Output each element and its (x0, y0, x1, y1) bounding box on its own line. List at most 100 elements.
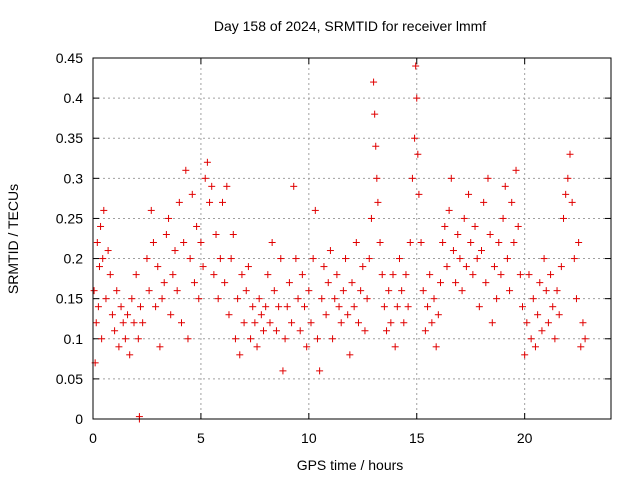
data-point (143, 255, 151, 263)
data-point (221, 279, 229, 287)
data-point (365, 255, 373, 263)
data-point (441, 222, 449, 230)
x-tick-label: 15 (409, 430, 425, 446)
data-point (499, 214, 507, 222)
data-point (480, 198, 488, 206)
data-point (413, 94, 421, 102)
y-axis-label: SRMTID / TECUs (5, 184, 21, 294)
data-point (270, 287, 278, 295)
data-point (490, 263, 498, 271)
data-point (216, 255, 224, 263)
data-point (195, 295, 203, 303)
data-point (240, 319, 248, 327)
data-point (462, 263, 470, 271)
data-point (326, 247, 334, 255)
data-point (257, 311, 265, 319)
data-point (467, 239, 475, 247)
data-point (139, 319, 147, 327)
data-point (354, 319, 362, 327)
data-point (307, 319, 315, 327)
data-point (335, 303, 343, 311)
data-point (262, 303, 270, 311)
data-point (106, 271, 114, 279)
data-point (92, 319, 100, 327)
y-tick-label: 0.05 (56, 371, 83, 387)
data-point (197, 239, 205, 247)
data-point (132, 271, 140, 279)
points-layer (90, 62, 589, 423)
y-tick-label: 0.2 (64, 251, 84, 267)
data-point (272, 327, 280, 335)
data-point (549, 303, 557, 311)
data-point (389, 271, 397, 279)
data-point (506, 287, 514, 295)
data-point (400, 319, 408, 327)
data-point (417, 239, 425, 247)
data-point (93, 239, 101, 247)
data-point (184, 335, 192, 343)
data-point (173, 287, 181, 295)
data-point (497, 271, 505, 279)
data-point (145, 287, 153, 295)
data-point (316, 367, 324, 375)
data-point (206, 198, 214, 206)
data-point (119, 319, 127, 327)
data-point (460, 214, 468, 222)
data-point (165, 214, 173, 222)
data-point (439, 239, 447, 247)
data-point (512, 166, 520, 174)
data-point (393, 303, 401, 311)
data-point (90, 287, 98, 295)
data-point (268, 239, 276, 247)
data-point (97, 222, 105, 230)
data-point (350, 303, 358, 311)
data-point (292, 255, 300, 263)
data-point (371, 110, 379, 118)
data-point (149, 239, 157, 247)
data-point (391, 343, 399, 351)
data-point (210, 271, 218, 279)
data-point (465, 190, 473, 198)
y-tick-label: 0.1 (64, 331, 84, 347)
data-point (296, 327, 304, 335)
data-point (329, 335, 337, 343)
data-point (182, 166, 190, 174)
data-point (95, 263, 103, 271)
data-point (503, 255, 511, 263)
data-point (415, 190, 423, 198)
x-tick-label: 5 (197, 430, 205, 446)
data-point (568, 198, 576, 206)
data-point (562, 190, 570, 198)
data-point (190, 279, 198, 287)
y-tick-label: 0.15 (56, 291, 83, 307)
data-point (527, 335, 535, 343)
data-point (570, 255, 578, 263)
data-point (275, 303, 283, 311)
data-point (117, 303, 125, 311)
data-point (523, 319, 531, 327)
data-point (264, 271, 272, 279)
data-point (227, 255, 235, 263)
data-point (331, 295, 339, 303)
x-axis-label: GPS time / hours (297, 457, 404, 473)
plot-frame (92, 57, 612, 420)
data-point (124, 311, 132, 319)
data-point (443, 263, 451, 271)
data-point (298, 271, 306, 279)
data-point (236, 351, 244, 359)
data-point (404, 303, 412, 311)
data-point (234, 295, 242, 303)
data-point (121, 335, 129, 343)
data-point (98, 335, 106, 343)
data-point (363, 295, 371, 303)
data-point (253, 343, 261, 351)
data-point (495, 239, 503, 247)
data-point (348, 279, 356, 287)
data-point (322, 311, 330, 319)
data-point (162, 230, 170, 238)
data-point (411, 134, 419, 142)
data-point (130, 319, 138, 327)
x-tick-label: 10 (301, 430, 317, 446)
data-point (128, 295, 136, 303)
